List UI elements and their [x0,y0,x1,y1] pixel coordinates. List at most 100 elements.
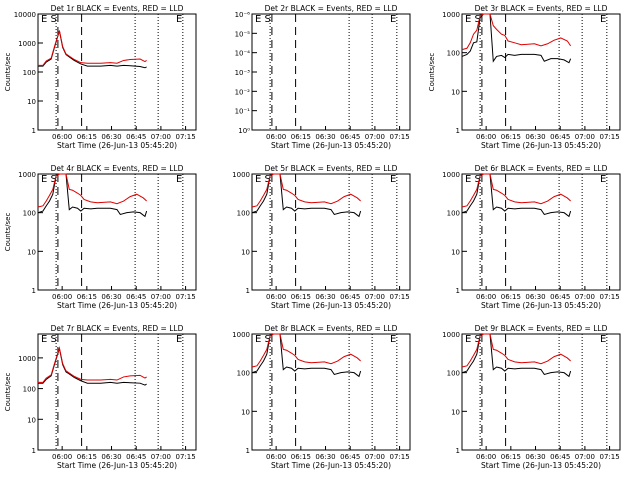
end-marker: E [390,334,396,345]
start-marker: E S [41,174,57,185]
y-tick-label: 1 [456,447,460,455]
y-tick-label: 1 [246,447,250,455]
y-tick-label: 10⁻² [235,88,251,96]
plot-frame [251,13,411,131]
x-tick-label: 06:15 [77,453,97,461]
series-line-lld-red [461,173,571,208]
x-tick-label: 06:00 [476,133,496,141]
chart-title: Det 8r BLACK = Events, RED = LLD [265,324,398,333]
x-tick-label: 07:00 [151,453,171,461]
x-tick-label: 06:00 [52,453,72,461]
y-tick-label: 1000 [232,331,250,339]
y-tick-label: 1000 [18,355,36,363]
x-tick-label: 06:30 [101,453,121,461]
chart-title: Det 2r BLACK = Events, RED = LLD [265,4,398,13]
x-tick-label: 06:30 [525,453,545,461]
series-line-lld-red [251,333,361,368]
y-tick-label: 100 [23,386,36,394]
end-marker: E [390,174,396,185]
y-tick-label: 10⁻⁶ [235,11,251,19]
x-tick-label: 06:00 [266,133,286,141]
y-tick-label: 100 [447,210,460,218]
y-tick-label: 1 [32,447,36,455]
x-tick-label: 06:30 [525,133,545,141]
series-line-events-black [251,173,362,218]
x-tick-label: 06:45 [550,453,570,461]
y-tick-label: 10⁻¹ [235,108,251,116]
x-tick-label: 07:00 [365,293,385,301]
x-tick-label: 06:00 [266,293,286,301]
y-tick-label: 1000 [442,11,460,19]
x-tick-label: 06:45 [340,453,360,461]
x-axis-label: Start Time (26-Jun-13 05:45:20) [481,301,601,310]
plot-frame [37,333,197,451]
x-tick-label: 06:45 [340,133,360,141]
x-tick-label: 07:00 [151,293,171,301]
y-tick-label: 1 [456,287,460,295]
end-marker: E [176,174,182,185]
end-marker: E [390,14,396,25]
x-tick-label: 06:30 [315,293,335,301]
y-tick-label: 10⁻³ [235,69,251,77]
series-line-events-black [38,30,147,69]
series-line-lld-red [37,173,147,208]
x-tick-label: 07:15 [389,293,409,301]
x-tick-label: 07:00 [151,133,171,141]
x-axis-label: Start Time (26-Jun-13 05:45:20) [481,461,601,470]
y-tick-label: 10 [241,248,250,256]
y-tick-label: 10 [27,98,36,106]
x-tick-label: 07:15 [389,133,409,141]
y-tick-label: 10 [27,248,36,256]
x-tick-label: 06:15 [77,293,97,301]
series-line-lld-red [251,173,361,208]
x-tick-label: 06:30 [315,133,335,141]
x-tick-label: 06:00 [476,453,496,461]
y-axis-label: Counts/sec [4,213,12,252]
x-tick-label: 06:00 [476,293,496,301]
y-tick-label: 1000 [18,40,36,48]
start-marker: E S [255,174,271,185]
x-tick-label: 07:00 [575,133,595,141]
y-tick-label: 10⁰ [238,127,250,135]
x-axis-label: Start Time (26-Jun-13 05:45:20) [57,301,177,310]
x-axis-label: Start Time (26-Jun-13 05:45:20) [271,141,391,150]
start-marker: E S [41,334,57,345]
x-tick-label: 06:15 [501,453,521,461]
x-axis-label: Start Time (26-Jun-13 05:45:20) [57,461,177,470]
x-tick-label: 07:15 [599,133,619,141]
start-marker: E S [41,14,57,25]
y-tick-label: 1 [32,127,36,135]
y-tick-label: 10 [451,408,460,416]
x-tick-label: 06:45 [550,293,570,301]
y-tick-label: 10000 [14,11,36,19]
y-tick-label: 10⁻⁴ [235,50,251,58]
series-line-lld-red [38,30,147,66]
y-tick-label: 100 [447,370,460,378]
y-axis-label: Counts/sec [4,373,12,412]
series-line-lld-red [461,333,571,368]
y-tick-label: 100 [237,210,250,218]
plot-frame [251,173,411,291]
x-tick-label: 07:00 [575,453,595,461]
x-tick-label: 06:45 [340,293,360,301]
y-tick-label: 100 [447,50,460,58]
x-tick-label: 06:15 [291,453,311,461]
x-tick-label: 06:00 [52,133,72,141]
y-tick-label: 100 [237,370,250,378]
y-axis-label: Counts/sec [428,53,436,92]
end-marker: E [600,174,606,185]
end-marker: E [176,14,182,25]
y-tick-label: 1000 [232,171,250,179]
x-axis-label: Start Time (26-Jun-13 05:45:20) [57,141,177,150]
x-tick-label: 06:45 [126,453,146,461]
x-tick-label: 07:00 [365,453,385,461]
x-tick-label: 07:15 [175,293,195,301]
y-tick-label: 1000 [442,171,460,179]
y-tick-label: 10 [451,88,460,96]
series-line-events-black [461,333,572,378]
